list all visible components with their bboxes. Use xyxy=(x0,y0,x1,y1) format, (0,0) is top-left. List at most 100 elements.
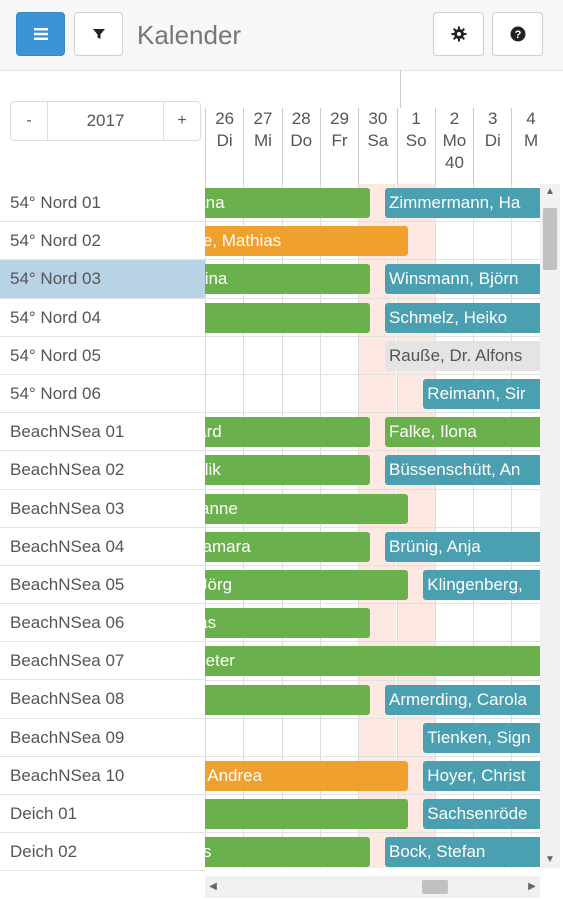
day-header: 30 Sa xyxy=(358,108,396,184)
page-title: Kalender xyxy=(137,20,242,50)
grid-column-line xyxy=(473,184,475,868)
menu-button[interactable] xyxy=(16,12,65,56)
grid-row xyxy=(205,299,540,337)
year-prev-button[interactable]: - xyxy=(26,112,32,129)
booking-bar[interactable] xyxy=(205,799,408,830)
booking-bar[interactable]: Brünig, Anja xyxy=(385,531,540,562)
booking-bar[interactable]: Schmelz, Heiko xyxy=(385,302,540,333)
day-number: 29 xyxy=(330,109,349,128)
day-number: 27 xyxy=(253,109,273,128)
unit-row-label[interactable]: 54° Nord 03 xyxy=(0,260,205,299)
unit-row-label[interactable]: 54° Nord 06 xyxy=(0,375,205,414)
day-number: 2 xyxy=(449,109,460,128)
weekday-label: Sa xyxy=(367,131,389,150)
booking-bar[interactable] xyxy=(205,684,370,715)
filter-icon xyxy=(92,29,105,39)
weekday-label: Fr xyxy=(331,131,348,150)
svg-text:?: ? xyxy=(514,29,521,41)
header-divider xyxy=(400,70,401,108)
booking-bar[interactable]: be, Jörg xyxy=(205,570,408,600)
booking-bar[interactable]: Hoyer, Christ xyxy=(423,761,540,791)
top-toolbar: Kalender ? xyxy=(0,0,563,71)
booking-bar[interactable]: Winsmann, Björn xyxy=(385,264,540,295)
unit-row-label[interactable]: BeachNSea 02 xyxy=(0,451,205,490)
week-number: 40 xyxy=(444,153,464,172)
unit-row-label[interactable]: BeachNSea 01 xyxy=(0,413,205,452)
weekday-label: Mi xyxy=(253,131,272,150)
booking-bar[interactable]: Bock, Stefan xyxy=(385,837,540,868)
unit-row-label[interactable]: BeachNSea 10 xyxy=(0,757,205,795)
grid-row xyxy=(205,528,540,566)
day-number: 26 xyxy=(215,109,235,128)
horizontal-scroll-thumb[interactable] xyxy=(422,880,448,894)
day-header: 29 Fr xyxy=(319,108,358,184)
vertical-scroll-thumb[interactable] xyxy=(543,208,557,270)
booking-bar[interactable]: ennis xyxy=(205,837,370,868)
unit-row-label[interactable]: 54° Nord 02 xyxy=(0,222,205,261)
booking-bar[interactable]: Klingenberg, xyxy=(423,570,540,600)
booking-bar[interactable]: Zimmermann, Ha xyxy=(385,188,540,218)
scroll-right-arrow-icon[interactable]: ▶ xyxy=(528,881,536,892)
booking-bar[interactable]: Rauße, Dr. Alfons xyxy=(385,340,540,371)
grid-row xyxy=(205,642,540,681)
filter-button[interactable] xyxy=(74,12,123,56)
booking-bar[interactable]: Susanne xyxy=(205,493,408,524)
unit-row-label[interactable]: 54° Nord 01 xyxy=(0,184,205,223)
grid-row xyxy=(205,795,540,834)
booking-bar[interactable]: hmke, Mathias xyxy=(205,226,408,257)
horizontal-scrollbar[interactable]: ◀ ▶ xyxy=(205,876,540,898)
day-number: 1 xyxy=(411,109,421,128)
unit-row-label[interactable]: BeachNSea 03 xyxy=(0,490,205,528)
question-icon: ? xyxy=(510,26,525,42)
grid-row xyxy=(205,184,540,223)
vertical-scrollbar[interactable]: ▲ ▼ xyxy=(540,184,560,868)
grid-row xyxy=(205,681,540,719)
unit-row-label[interactable]: Deich 02 xyxy=(0,833,205,872)
weekday-label: Do xyxy=(290,131,313,150)
unit-row-label[interactable]: BeachNSea 08 xyxy=(0,680,205,719)
scroll-down-arrow-icon[interactable]: ▼ xyxy=(545,854,555,865)
booking-bar[interactable]: Reimann, Sir xyxy=(423,379,540,409)
booking-bar[interactable]: Armerding, Carola xyxy=(385,684,540,715)
booking-bar[interactable]: er, Tamara xyxy=(205,531,370,562)
day-number: 28 xyxy=(291,109,311,128)
unit-row-label[interactable]: BeachNSea 09 xyxy=(0,719,205,757)
booking-bar[interactable]: Tienken, Sign xyxy=(423,722,540,753)
weekday-label: Mo xyxy=(442,131,467,150)
booking-bar[interactable]: Martina xyxy=(205,264,370,295)
scroll-left-arrow-icon[interactable]: ◀ xyxy=(209,881,217,892)
grid-column-line xyxy=(511,184,513,868)
grid-row xyxy=(205,757,540,796)
booking-bar[interactable]: , Bullik xyxy=(205,455,370,486)
help-button[interactable]: ? xyxy=(492,12,543,56)
settings-button[interactable] xyxy=(433,12,484,56)
booking-bar[interactable]: , Diana xyxy=(205,188,370,218)
booking-bar[interactable]: Sachsenröde xyxy=(423,799,540,830)
unit-row-label[interactable]: Deich 01 xyxy=(0,795,205,834)
booking-bar[interactable]: athias xyxy=(205,608,370,639)
grid-row xyxy=(205,337,540,375)
booking-bar[interactable]: h, Dieter xyxy=(205,646,540,677)
booking-bar[interactable]: Büssenschütt, An xyxy=(385,455,540,486)
day-number: 3 xyxy=(488,109,498,128)
grid-column-line xyxy=(243,184,245,868)
unit-row-label[interactable]: 54° Nord 05 xyxy=(0,337,205,375)
year-value: 2017 xyxy=(47,102,164,140)
grid-row xyxy=(205,375,540,414)
booking-bar[interactable]: ank xyxy=(205,302,370,333)
year-next-button[interactable]: + xyxy=(177,112,187,129)
unit-row-label[interactable]: BeachNSea 04 xyxy=(0,528,205,566)
unit-row-label[interactable]: BeachNSea 06 xyxy=(0,604,205,643)
unit-list: 54° Nord 01 54° Nord 02 54° Nord 03 54° Nor… xyxy=(0,184,205,872)
unit-row-label[interactable]: 54° Nord 04 xyxy=(0,299,205,337)
grid-column-line xyxy=(205,184,206,868)
booking-bar[interactable]: hoff, Andrea xyxy=(205,761,408,791)
unit-row-label[interactable]: BeachNSea 05 xyxy=(0,566,205,605)
booking-bar[interactable]: Falke, Ilona xyxy=(385,417,540,448)
booking-bar[interactable]: Erhard xyxy=(205,417,370,448)
grid-row xyxy=(205,260,540,299)
unit-row-label[interactable]: BeachNSea 07 xyxy=(0,642,205,681)
scroll-up-arrow-icon[interactable]: ▲ xyxy=(545,186,555,197)
